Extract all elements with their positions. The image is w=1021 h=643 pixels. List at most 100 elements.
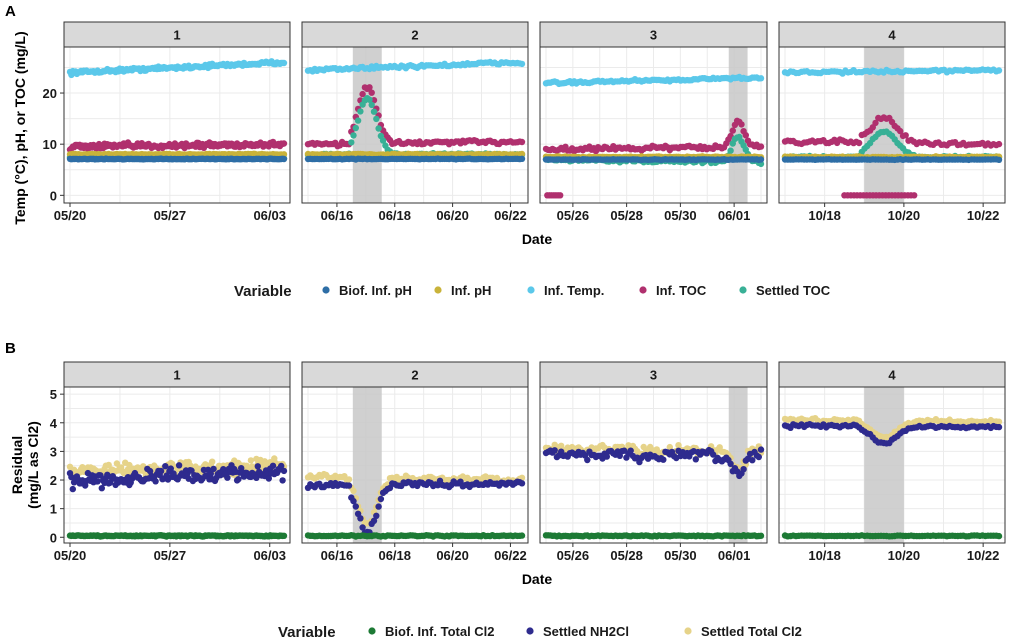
data-point xyxy=(373,512,380,519)
data-point xyxy=(243,462,250,469)
chart-b-y-axis-title-line-1: Residual xyxy=(9,436,25,494)
x-tick-label: 06/03 xyxy=(253,208,286,223)
data-point xyxy=(94,478,101,485)
legend-key xyxy=(639,286,647,294)
plot-panel-border xyxy=(301,46,529,204)
data-point xyxy=(210,465,217,473)
panel-a-label: A xyxy=(5,3,16,20)
data-point xyxy=(280,140,288,147)
series-biof-total-cl2 xyxy=(781,532,1003,540)
data-point xyxy=(897,127,904,135)
data-point xyxy=(872,119,879,127)
data-point xyxy=(224,474,231,481)
facet-strip xyxy=(778,361,1006,388)
chart-a-legend: Variable Biof. Inf. pH Inf. pH Inf. Temp. In… xyxy=(234,283,831,300)
chart-b-facet-3: 3 05/26 05/28 05/30 06/01 xyxy=(539,361,768,563)
series-biof-inf-ph xyxy=(304,155,526,163)
legend-title: Variable xyxy=(234,283,292,300)
data-point xyxy=(995,140,1003,148)
plot-panel-border xyxy=(301,386,529,544)
data-point xyxy=(235,476,242,483)
facet-strip-label: 2 xyxy=(411,368,418,383)
legend-label: Biof. Inf. pH xyxy=(339,283,412,298)
x-tick-label: 06/18 xyxy=(378,208,411,223)
data-point xyxy=(518,532,526,539)
plot-panel-border xyxy=(63,46,291,204)
data-point xyxy=(518,60,526,68)
chart-b-x-axis-title: Date xyxy=(522,571,553,587)
data-point xyxy=(162,463,169,470)
data-point xyxy=(757,75,765,82)
legend-label: Inf. pH xyxy=(451,283,491,298)
data-point xyxy=(666,443,673,451)
facet-strip xyxy=(539,361,768,388)
data-point xyxy=(518,150,526,158)
data-point xyxy=(280,59,288,67)
x-tick-label: 10/22 xyxy=(967,548,1000,563)
x-tick-label: 10/18 xyxy=(808,548,841,563)
legend-title: Variable xyxy=(278,624,336,641)
data-point xyxy=(627,447,634,454)
data-point xyxy=(757,532,765,539)
data-point xyxy=(742,132,749,139)
data-point xyxy=(558,442,565,449)
facet-strip-label: 4 xyxy=(888,28,896,43)
facet-strip xyxy=(301,21,529,48)
data-point xyxy=(152,478,159,485)
data-point xyxy=(749,457,756,464)
x-tick-label: 06/22 xyxy=(494,548,527,563)
x-tick-label: 10/18 xyxy=(808,208,841,223)
series-settled-nh2cl xyxy=(542,446,765,480)
data-point xyxy=(209,458,216,465)
shaded-event-region xyxy=(864,387,904,543)
series-inf-temp xyxy=(304,58,526,75)
data-point xyxy=(911,192,918,199)
x-tick-label: 10/20 xyxy=(888,208,921,223)
data-point xyxy=(368,89,375,96)
legend-label: Biof. Inf. Total Cl2 xyxy=(385,624,495,639)
data-point xyxy=(207,470,214,477)
data-point xyxy=(106,479,114,486)
data-point xyxy=(710,451,717,458)
legend-key xyxy=(322,286,330,294)
data-point xyxy=(995,423,1003,431)
x-tick-label: 06/01 xyxy=(718,208,751,223)
series-inf-toc xyxy=(542,117,765,199)
chart-a-facet-2: 2 06/16 06/18 06/20 06/22 xyxy=(301,21,529,223)
data-point xyxy=(348,139,355,146)
plot-panel-border xyxy=(539,46,768,204)
data-point xyxy=(603,453,610,460)
data-point xyxy=(757,156,765,163)
data-point xyxy=(97,472,104,479)
data-point xyxy=(729,127,736,134)
data-point xyxy=(370,517,378,524)
data-point xyxy=(692,456,699,463)
data-point xyxy=(368,101,375,109)
facet-strip-label: 4 xyxy=(888,368,896,383)
x-tick-label: 06/18 xyxy=(378,548,411,563)
series-settled-nh2cl xyxy=(304,477,526,536)
data-point xyxy=(269,462,277,469)
plot-panel xyxy=(302,387,528,543)
legend-key xyxy=(526,627,534,635)
legend-label: Inf. Temp. xyxy=(544,283,604,298)
x-tick-label: 05/26 xyxy=(557,548,590,563)
y-tick-label: 2 xyxy=(50,473,57,488)
chart-a-facet-1: 1 05/20 05/27 06/03 0 10 20 xyxy=(43,21,291,223)
x-tick-label: 05/30 xyxy=(664,208,697,223)
data-point xyxy=(254,463,261,470)
shaded-event-region xyxy=(352,47,382,203)
data-point xyxy=(69,485,77,493)
facet-strip-label: 3 xyxy=(650,368,657,383)
data-point xyxy=(280,155,288,163)
plot-panel xyxy=(302,47,528,203)
data-point xyxy=(995,532,1003,540)
x-tick-label: 10/22 xyxy=(967,208,1000,223)
data-point xyxy=(350,497,357,505)
data-point xyxy=(359,90,366,98)
data-point xyxy=(278,462,285,470)
x-tick-label: 06/16 xyxy=(321,208,354,223)
data-point xyxy=(727,460,734,467)
data-point xyxy=(518,480,526,487)
data-point xyxy=(357,515,364,522)
